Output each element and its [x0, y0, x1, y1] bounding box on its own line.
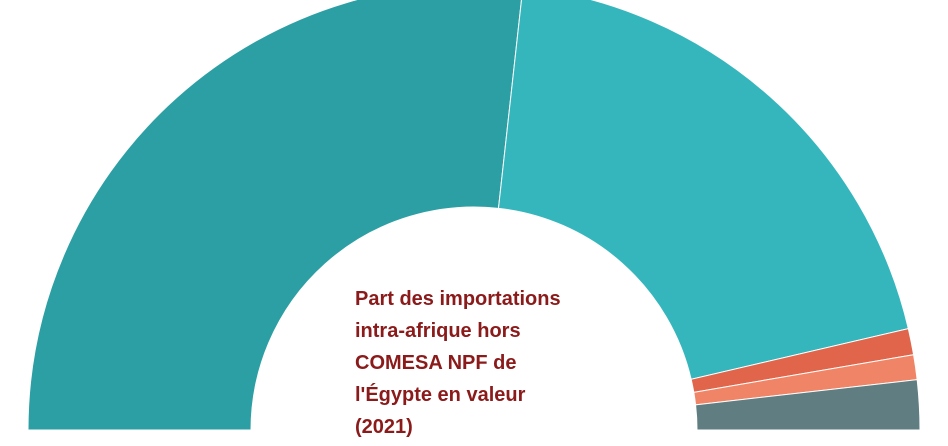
- chart-title: Part des importations intra-afrique hors…: [355, 288, 561, 438]
- slice: [27, 0, 522, 431]
- slice: [497, 0, 909, 380]
- slice: [695, 379, 921, 431]
